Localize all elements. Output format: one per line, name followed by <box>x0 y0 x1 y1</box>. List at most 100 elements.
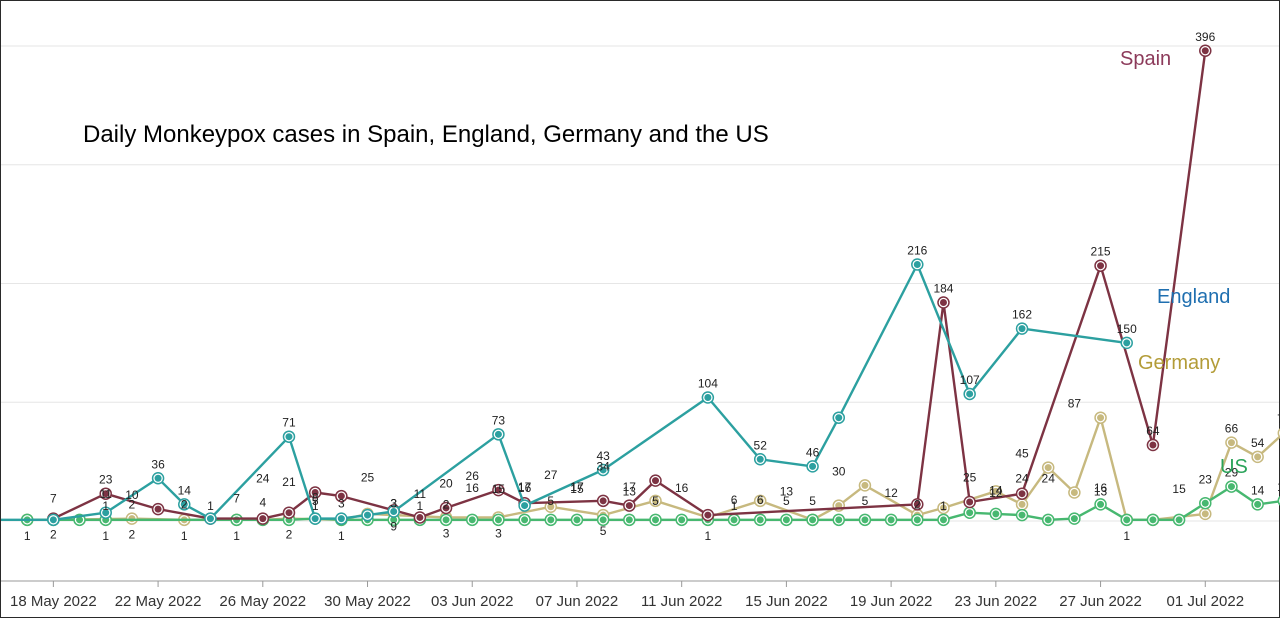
data-point-core-england <box>154 474 162 482</box>
data-point-core-us <box>992 510 1000 518</box>
data-label-germany: 1 <box>417 499 424 513</box>
data-label-england: 162 <box>1012 308 1032 322</box>
data-label-us: 2 <box>129 498 136 512</box>
data-label-england: 14 <box>178 483 192 497</box>
data-label-us: 3 <box>338 496 345 510</box>
data-label-england: 71 <box>282 416 296 430</box>
data-label-germany: 8 <box>312 491 319 505</box>
data-label-us: 15 <box>1172 482 1186 496</box>
data-point-core-spain <box>625 502 633 510</box>
data-label-spain: 184 <box>933 282 953 296</box>
data-point-core-germany <box>1018 500 1026 508</box>
data-label-us: 6 <box>731 493 738 507</box>
data-point-core-us <box>861 516 869 524</box>
data-label-spain: 16 <box>675 481 689 495</box>
data-point-core-us <box>835 516 843 524</box>
data-point-core-us <box>966 509 974 517</box>
data-label-germany: 16 <box>518 481 532 495</box>
data-label-germany: 1 <box>181 529 188 543</box>
x-tick-label: 30 May 2022 <box>324 593 411 610</box>
data-label-germany: 25 <box>361 470 375 484</box>
data-label-us: 17 <box>518 480 532 494</box>
data-point-core-england <box>704 394 712 401</box>
data-label-us: 16 <box>1094 481 1108 495</box>
data-label-us: 1 <box>705 529 712 543</box>
data-point-core-spain <box>442 504 450 512</box>
data-point-core-spain <box>416 513 424 521</box>
data-label-germany: 17 <box>623 480 637 494</box>
data-point-core-us <box>442 516 450 524</box>
x-tick-label: 18 May 2022 <box>10 593 97 610</box>
data-label-us: 16 <box>466 481 480 495</box>
data-label-spain: 2 <box>50 528 57 542</box>
data-point-core-england <box>390 508 398 515</box>
data-point-core-us <box>809 516 817 524</box>
data-label-england: 150 <box>1117 322 1137 336</box>
data-label-england: 46 <box>806 445 820 459</box>
data-label-germany: 45 <box>1015 447 1029 461</box>
data-point-core-us <box>1070 515 1078 523</box>
data-point-core-spain <box>1201 47 1209 55</box>
data-point-core-spain <box>1018 490 1026 498</box>
data-point-core-england <box>966 390 974 398</box>
data-point-core-spain <box>102 490 110 498</box>
data-point-core-spain <box>494 486 502 494</box>
data-point-core-england <box>102 509 110 517</box>
data-point-core-us <box>782 516 790 524</box>
data-point-core-germany <box>1201 510 1209 518</box>
data-label-germany: 12 <box>884 486 898 500</box>
data-label-spain: 20 <box>439 476 453 490</box>
data-label-spain: 13 <box>623 485 637 499</box>
data-point-core-us <box>521 516 529 524</box>
data-point-core-us <box>1149 516 1157 524</box>
data-point-core-us <box>1044 516 1052 524</box>
data-point-core-germany <box>756 497 764 505</box>
data-label-germany: 1 <box>338 529 345 543</box>
data-label-germany: 3 <box>495 526 502 540</box>
data-point-core-germany <box>1097 414 1105 422</box>
data-point-core-spain <box>1149 441 1157 449</box>
data-point-core-germany <box>1254 453 1262 461</box>
data-label-spain: 2 <box>181 498 188 512</box>
data-point-core-spain <box>966 498 974 506</box>
data-point-core-england <box>494 430 502 438</box>
legend-us: US <box>1220 456 1248 478</box>
data-label-us: 5 <box>783 494 790 508</box>
data-point-core-us <box>1097 500 1105 508</box>
data-label-germany: 5 <box>600 524 607 538</box>
data-point-core-england <box>364 511 372 519</box>
data-label-spain: 15 <box>492 482 506 496</box>
data-point-core-england <box>809 462 817 470</box>
data-point-core-germany <box>1227 439 1235 447</box>
data-label-us: 14 <box>1251 483 1265 497</box>
data-label-spain: 11 <box>414 487 427 501</box>
x-tick-label: 22 May 2022 <box>115 593 202 610</box>
data-point-core-england <box>599 466 607 474</box>
data-point-core-germany <box>861 481 869 489</box>
data-point-core-us <box>1254 500 1262 508</box>
data-point-core-spain <box>704 511 712 519</box>
data-label-spain: 396 <box>1195 30 1215 44</box>
data-point-core-spain <box>652 477 659 485</box>
data-point-core-us <box>1175 516 1183 524</box>
data-point-core-england <box>206 515 214 523</box>
data-point-core-germany <box>652 497 659 505</box>
data-point-core-spain <box>285 509 293 517</box>
data-label-germany: 6 <box>757 493 764 507</box>
x-tick-label: 15 Jun 2022 <box>745 593 828 610</box>
data-label-england: 216 <box>907 244 927 258</box>
data-label-germany: 2 <box>914 498 921 512</box>
data-point-core-us <box>233 516 241 524</box>
data-label-spain: 1 <box>312 499 319 513</box>
data-point-core-us <box>573 516 581 524</box>
data-point-core-england <box>311 515 319 523</box>
data-label-spain: 27 <box>544 468 558 482</box>
data-point-core-us <box>625 516 633 524</box>
x-tick-label: 23 Jun 2022 <box>955 593 1038 610</box>
x-tick-label: 19 Jun 2022 <box>850 593 933 610</box>
data-point-core-germany <box>939 504 947 512</box>
data-point-core-us <box>913 516 921 524</box>
data-point-core-us <box>939 516 947 524</box>
data-label-germany: 1 <box>1123 529 1130 543</box>
data-label-england: 107 <box>960 373 980 387</box>
